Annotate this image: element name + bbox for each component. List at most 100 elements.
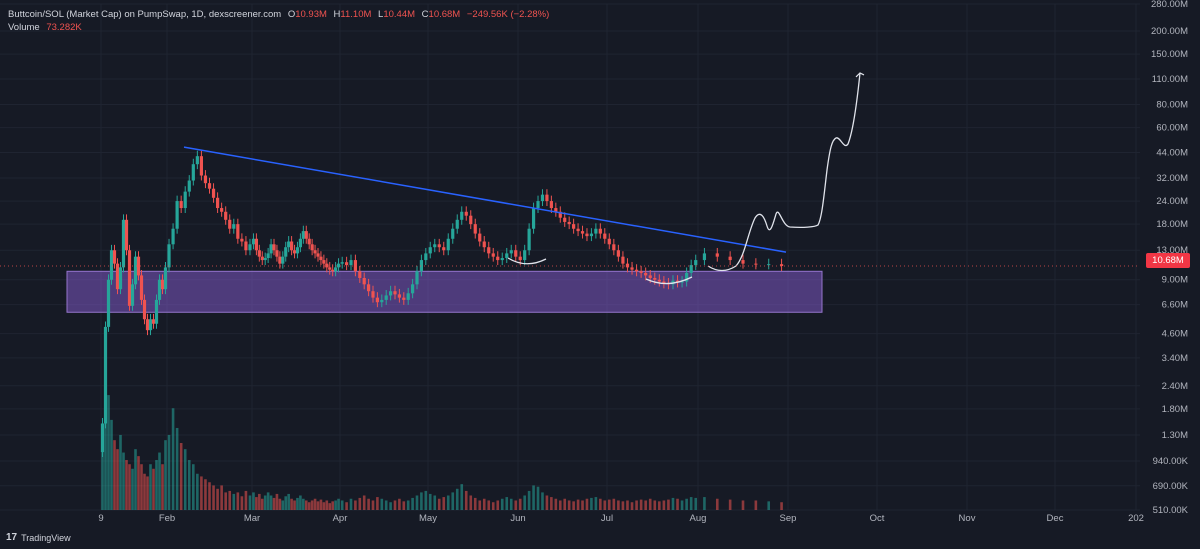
- candle-body: [715, 253, 719, 257]
- volume-bar: [331, 501, 334, 510]
- volume-bar: [200, 476, 203, 510]
- volume-bar: [334, 500, 337, 510]
- candle-body: [251, 238, 256, 245]
- candle-body: [313, 250, 317, 254]
- volume-bar: [662, 500, 666, 510]
- candle-body: [298, 238, 302, 248]
- volume-bar: [509, 498, 513, 510]
- candle-body: [576, 228, 580, 232]
- volume-bar: [187, 460, 191, 510]
- candle-body: [103, 326, 108, 424]
- volume-bar: [244, 490, 248, 510]
- candle-body: [455, 219, 459, 229]
- symbol-title: Buttcoin/SOL (Market Cap) on PumpSwap, 1…: [8, 9, 282, 20]
- candle-body: [151, 319, 156, 324]
- candle-body: [307, 238, 311, 245]
- volume-bar: [171, 408, 175, 510]
- y-tick-label: 110.00M: [1152, 74, 1188, 85]
- candle-body: [621, 256, 625, 264]
- candle-body: [779, 264, 784, 267]
- candle-body: [428, 247, 432, 254]
- volume-bar: [340, 500, 344, 510]
- candle-body: [598, 228, 602, 234]
- candle-body: [451, 228, 455, 239]
- candle-body: [505, 253, 509, 259]
- volume-bar: [367, 498, 370, 510]
- candle-body: [424, 253, 428, 261]
- candle-body: [278, 256, 282, 264]
- volume-bar: [192, 464, 195, 510]
- volume-bar: [639, 499, 643, 510]
- candle-body: [345, 262, 349, 266]
- volume-bar: [754, 500, 758, 510]
- candle-body: [362, 277, 366, 285]
- volume-bar: [220, 485, 223, 510]
- volume-bar: [536, 486, 540, 510]
- volume-bar: [455, 488, 459, 510]
- candle-body: [316, 253, 320, 257]
- y-tick-label: 940.00K: [1153, 456, 1189, 467]
- tradingview-logo[interactable]: 17 TradingView: [6, 532, 71, 543]
- volume-bar: [371, 500, 375, 510]
- candle-body: [319, 256, 323, 261]
- candle-body: [612, 244, 616, 251]
- candle-body: [411, 284, 415, 294]
- y-tick-label: 32.00M: [1156, 173, 1188, 184]
- candle-body: [340, 262, 344, 264]
- volume-bar: [137, 456, 140, 510]
- volume-bar: [183, 449, 187, 510]
- legend-volume-row: Volume 73.282K: [8, 21, 549, 34]
- volume-bar: [362, 495, 366, 510]
- x-tick-label: Feb: [159, 513, 175, 524]
- volume-bar: [398, 498, 401, 510]
- candle-body: [630, 267, 634, 270]
- candle-body: [269, 244, 273, 254]
- candle-body: [648, 275, 652, 278]
- volume-bar: [741, 500, 745, 510]
- candle-body: [491, 253, 495, 257]
- volume-bar: [322, 502, 326, 510]
- candle-body: [375, 297, 379, 303]
- x-tick-label: Aug: [690, 513, 707, 524]
- volume-bar: [715, 498, 719, 510]
- candle-body: [358, 271, 362, 278]
- volume-bar: [442, 497, 446, 510]
- volume-bar: [478, 500, 482, 510]
- volume-bar: [671, 497, 675, 510]
- candle-body: [380, 299, 384, 303]
- candle-body: [290, 241, 294, 251]
- change-value: −249.56K (−2.28%): [466, 9, 550, 20]
- volume-bar: [635, 500, 638, 510]
- candle-body: [257, 250, 261, 257]
- candle-body: [191, 164, 195, 181]
- y-tick-label: 150.00M: [1151, 49, 1188, 60]
- candle-body: [393, 291, 397, 295]
- volume-bar: [167, 434, 171, 510]
- volume-bar: [532, 485, 535, 510]
- projection-arrow-head: [855, 72, 865, 78]
- candle-body: [518, 256, 522, 261]
- candle-body: [419, 260, 423, 272]
- candle-body: [154, 299, 159, 324]
- y-tick-label: 200.00M: [1151, 26, 1188, 37]
- candle-body: [100, 423, 105, 453]
- volume-bar: [402, 501, 406, 510]
- volume-bar: [266, 492, 270, 510]
- candle-body: [157, 279, 162, 300]
- candle-body: [469, 215, 473, 225]
- y-tick-label: 2.40M: [1162, 381, 1188, 392]
- volume-bar: [572, 501, 575, 510]
- volume-bar: [232, 493, 236, 510]
- candle-body: [220, 208, 224, 212]
- volume-bar: [325, 500, 329, 510]
- x-tick-label: Jun: [510, 513, 525, 524]
- volume-bar: [680, 500, 684, 510]
- volume-bar: [594, 497, 598, 510]
- candle-body: [353, 260, 357, 272]
- volume-bar: [319, 499, 323, 510]
- volume-bar: [433, 495, 437, 510]
- candle-body: [478, 233, 482, 242]
- candle-body: [260, 256, 264, 261]
- volume-bar: [626, 500, 629, 510]
